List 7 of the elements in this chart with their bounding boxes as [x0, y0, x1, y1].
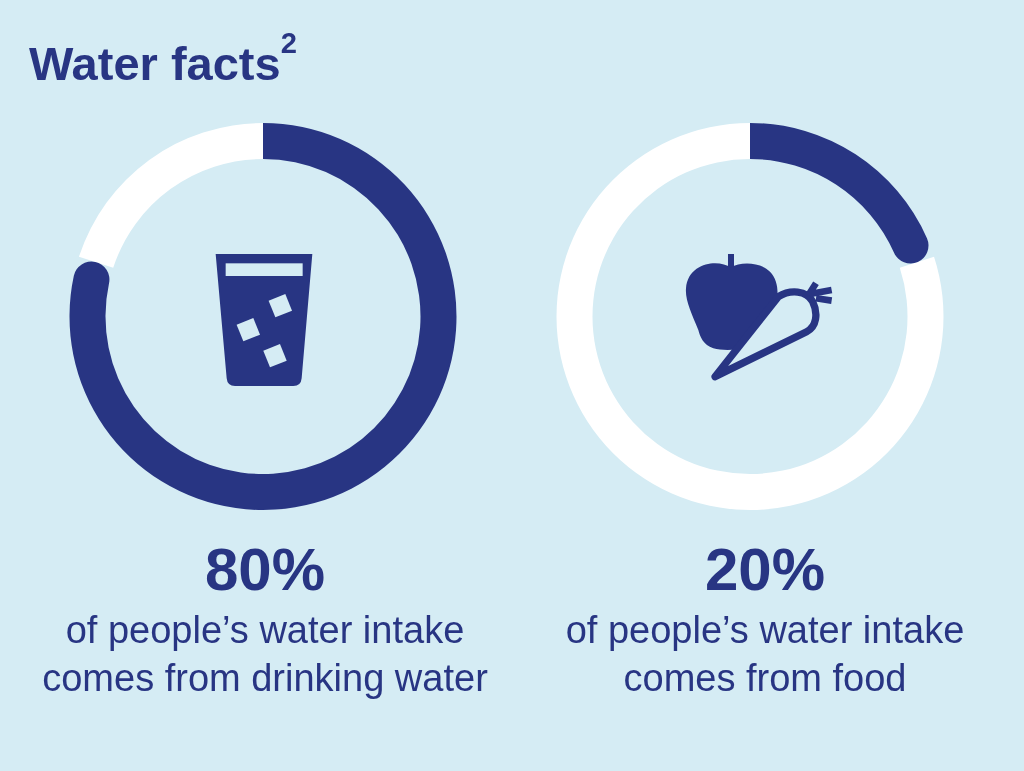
donut-slice	[78, 123, 263, 268]
chart-title: Water facts$^{2}$	[29, 27, 297, 90]
donut-slice	[69, 123, 457, 510]
text: of people’s water intake comes from drinking water	[42, 609, 489, 699]
text: 80%	[204, 536, 326, 603]
text: 20%	[704, 536, 826, 603]
text: of people’s water intake comes from food	[565, 609, 965, 699]
